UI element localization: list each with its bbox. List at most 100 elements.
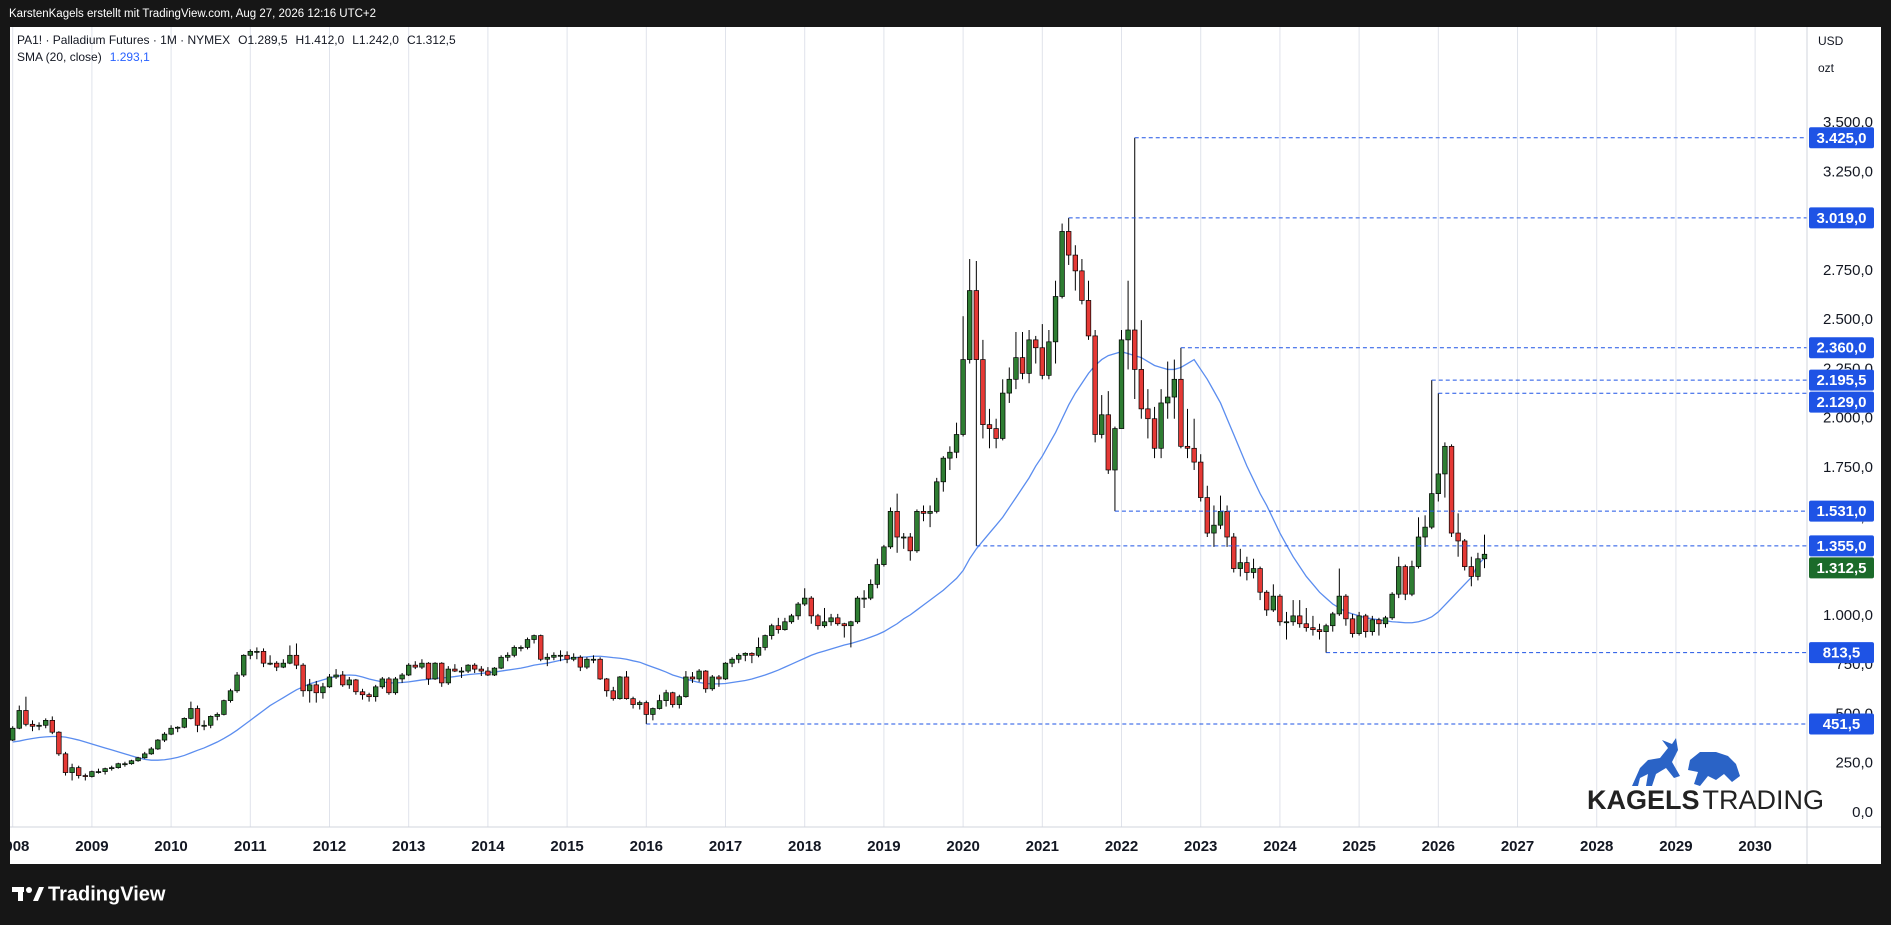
candle-body xyxy=(795,603,801,617)
candle-body xyxy=(531,635,537,640)
candle xyxy=(1264,590,1270,616)
candle xyxy=(1409,560,1415,597)
candle xyxy=(95,768,102,774)
candle-body xyxy=(656,700,663,709)
candle xyxy=(1079,259,1085,305)
candle-body xyxy=(980,359,986,425)
candle-body xyxy=(1178,378,1184,447)
candle xyxy=(227,688,234,703)
candle xyxy=(379,676,385,689)
candle xyxy=(181,717,187,729)
candle-body xyxy=(465,664,471,672)
candle xyxy=(940,456,946,492)
candle-body xyxy=(630,698,636,705)
candle xyxy=(102,767,108,775)
candle-body xyxy=(1409,566,1415,595)
candle-body xyxy=(1290,615,1296,623)
candle-body xyxy=(234,674,240,692)
x-tick-label: 2024 xyxy=(1263,838,1297,855)
price-badge xyxy=(1809,535,1874,557)
candle xyxy=(82,773,88,781)
candle xyxy=(927,505,933,528)
candle-body xyxy=(861,597,867,600)
candle xyxy=(1481,534,1488,569)
candle-body xyxy=(610,690,616,700)
candle-body xyxy=(927,511,933,514)
candle-body xyxy=(89,771,95,777)
candle xyxy=(406,663,412,676)
x-tick-label: 2009 xyxy=(75,838,108,855)
candle-body xyxy=(1316,629,1323,632)
candle-body xyxy=(1389,593,1395,619)
price-badge-label: 3.019,0 xyxy=(1816,210,1866,227)
candle xyxy=(815,613,821,630)
candle xyxy=(221,699,227,716)
candle xyxy=(241,654,247,677)
candle xyxy=(386,676,392,695)
candle xyxy=(1356,611,1362,636)
candle-body xyxy=(439,662,445,684)
x-tick-label: 2019 xyxy=(867,838,900,855)
candle xyxy=(505,652,511,662)
candle xyxy=(1118,330,1125,429)
candle xyxy=(115,762,121,769)
candle xyxy=(353,678,359,695)
candle xyxy=(445,666,451,685)
candle-body xyxy=(1323,625,1329,632)
price-badge-label: 2.129,0 xyxy=(1816,394,1866,411)
candle xyxy=(1237,548,1243,577)
candle-body xyxy=(769,625,775,636)
candle-body xyxy=(1118,339,1125,429)
candle xyxy=(1448,444,1455,538)
candle xyxy=(412,661,418,670)
candle xyxy=(1066,217,1072,265)
candle-body xyxy=(1283,621,1290,624)
x-tick-label: 2014 xyxy=(471,838,505,855)
candle xyxy=(544,653,550,667)
chart-panel xyxy=(10,27,1881,864)
candle-body xyxy=(1363,615,1369,632)
price-badge xyxy=(1809,207,1874,229)
candle-body xyxy=(10,727,16,741)
y-tick-label: 3.500,0 xyxy=(1823,114,1873,131)
candle xyxy=(1330,611,1336,632)
candle xyxy=(835,613,841,626)
candle xyxy=(1389,592,1395,620)
candle-body xyxy=(208,716,214,726)
candle-body xyxy=(1455,532,1461,542)
candle xyxy=(571,653,577,662)
candle-body xyxy=(95,771,102,773)
candle-body xyxy=(1099,414,1105,435)
candle-body xyxy=(115,763,121,769)
candle xyxy=(1369,615,1376,636)
candle-body xyxy=(1184,445,1191,449)
candle-body xyxy=(260,650,267,664)
candle xyxy=(630,696,636,709)
candle-body xyxy=(1297,615,1303,625)
candle xyxy=(953,422,960,459)
candle xyxy=(1250,558,1257,579)
candle-body xyxy=(1191,447,1197,463)
candle-body xyxy=(406,664,412,676)
price-badge xyxy=(1809,391,1874,413)
candle-body xyxy=(69,767,75,773)
candle-body xyxy=(267,662,273,665)
candle-body xyxy=(128,760,135,765)
candle-body xyxy=(1244,562,1250,573)
x-tick-label: 2012 xyxy=(313,838,346,855)
candle-body xyxy=(1138,369,1144,410)
candle-body xyxy=(1422,526,1428,538)
candle-body xyxy=(392,678,399,694)
candle xyxy=(1336,568,1342,616)
candle xyxy=(1026,330,1032,384)
candle-body xyxy=(49,719,55,733)
candle-body xyxy=(379,678,385,688)
candle xyxy=(1422,515,1428,547)
candle-body xyxy=(808,597,814,617)
candle xyxy=(214,712,220,721)
price-badge-label: 1.312,5 xyxy=(1816,560,1866,577)
candle xyxy=(161,732,168,743)
candle xyxy=(458,667,465,678)
candle xyxy=(1316,623,1323,640)
candle xyxy=(854,596,861,624)
